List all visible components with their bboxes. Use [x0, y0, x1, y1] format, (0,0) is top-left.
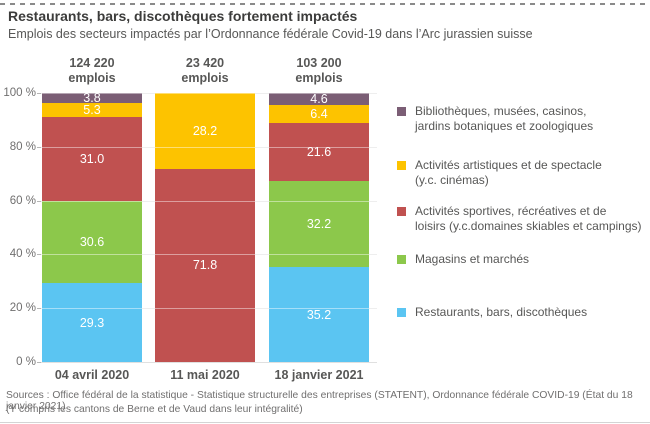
page-subtitle: Emplois des secteurs impactés par l’Ordo… [8, 27, 533, 41]
axis-tick [37, 254, 41, 256]
segment-value-label: 5.3 [83, 103, 101, 118]
x-axis-label: 11 mai 2020 [170, 368, 240, 382]
bar-segment: 71.8 [155, 168, 255, 362]
legend-color-swatch [397, 107, 406, 116]
total-unit: emplois [181, 71, 229, 85]
segment-value-label: 28.2 [192, 123, 218, 138]
bar-segment: 29.3 [42, 283, 142, 362]
segment-value-label: 3.8 [83, 91, 101, 106]
x-axis-label: 04 avril 2020 [54, 368, 130, 382]
y-axis-label: 0 % [16, 356, 36, 368]
total-unit: emplois [295, 71, 343, 85]
page-title: Restaurants, bars, discothèques fortemen… [8, 8, 358, 24]
legend-item-label: Activités artistiques et de spectacle (y… [415, 158, 602, 187]
footer-note: (Y compris les cantons de Berne et de Va… [6, 404, 303, 415]
segment-value-label: 30.6 [79, 235, 105, 249]
legend-color-swatch [397, 161, 406, 170]
legend-color-swatch [397, 255, 406, 264]
gridline-overlay [41, 308, 377, 310]
bar-segment: 28.2 [155, 93, 255, 169]
segment-value-label: 21.6 [306, 144, 332, 159]
gridline-overlay [41, 200, 377, 202]
bar-segment: 31.0 [42, 117, 142, 201]
stacked-bar: 3.8 5.3 31.0 30.6 29.3 [42, 91, 142, 362]
total-value: 124 220 [69, 56, 115, 70]
gridline-overlay [41, 93, 377, 94]
bar-total-label: 23 420 emplois [150, 56, 260, 86]
bar-segment: 32.2 [269, 180, 369, 268]
bar-segment: 5.3 [42, 103, 142, 118]
segment-value-label: 32.2 [306, 216, 332, 231]
segment-value-label: 35.2 [306, 307, 332, 322]
y-axis-label: 20 % [9, 302, 36, 315]
bar-segment: 30.6 [42, 200, 142, 284]
y-axis-label: 40 % [9, 248, 36, 261]
total-value: 23 420 [185, 56, 225, 70]
y-axis-label: 60 % [9, 194, 36, 207]
axis-tick [37, 93, 41, 94]
bar-segment: 21.6 [269, 122, 369, 181]
segment-value-label: 29.3 [79, 315, 105, 330]
legend-item-label: Restaurants, bars, discothèques [415, 305, 588, 319]
axis-tick [37, 200, 41, 202]
total-unit: emplois [68, 71, 116, 85]
segment-value-label: 31.0 [79, 152, 105, 167]
axis-tick [37, 362, 41, 363]
bar-segment: 4.6 [269, 92, 369, 107]
axis-tick [37, 146, 41, 148]
legend-item-label: Activités sportives, récréatives et de l… [415, 204, 642, 233]
bottom-divider [0, 422, 650, 423]
bar-total-label: 103 200 emplois [264, 56, 374, 86]
stacked-bar: 4.6 6.4 21.6 32.2 35.2 [269, 92, 369, 362]
gridline-overlay [41, 146, 377, 148]
total-value: 103 200 [296, 56, 342, 70]
segment-value-label: 4.6 [310, 92, 328, 107]
gridline-overlay [41, 254, 377, 256]
gridline [41, 362, 377, 363]
legend-item-label: Magasins et marchés [415, 252, 530, 266]
top-dashed-divider [0, 3, 650, 5]
bar-segment: 6.4 [269, 105, 369, 123]
bar-segment: 35.2 [269, 267, 369, 362]
bar-segment: 3.8 [42, 91, 142, 106]
segment-value-label: 6.4 [310, 106, 328, 121]
y-axis-label: 80 % [9, 140, 36, 153]
legend-item-label: Bibliothèques, musées, casinos, jardins … [415, 104, 594, 133]
bar-total-label: 124 220 emplois [37, 56, 147, 86]
sources-line: Sources : Office fédéral de la statistiq… [6, 390, 633, 412]
stacked-bar: 28.2 71.8 [155, 93, 255, 362]
legend-color-swatch [397, 207, 406, 216]
legend-color-swatch [397, 308, 406, 317]
segment-value-label: 71.8 [192, 258, 218, 273]
x-axis-label: 18 janvier 2021 [274, 368, 364, 382]
axis-tick [37, 308, 41, 310]
y-axis-label: 100 % [3, 87, 36, 99]
